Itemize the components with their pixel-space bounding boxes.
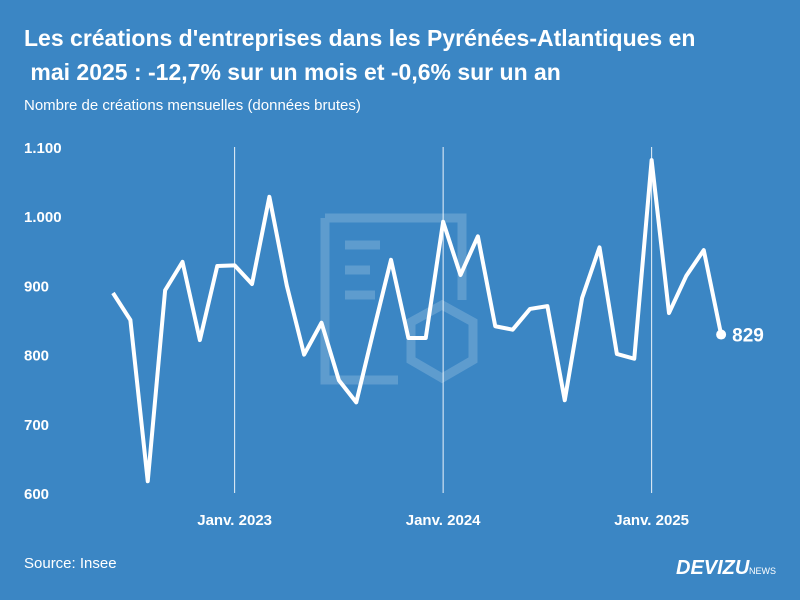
data-line bbox=[111, 158, 724, 484]
y-tick-label: 700 bbox=[24, 417, 49, 434]
y-tick-label: 1.100 bbox=[24, 140, 62, 157]
chart-title: Les créations d'entreprises dans les Pyr… bbox=[24, 25, 695, 85]
end-label: 829 bbox=[732, 326, 764, 347]
brand: DEVIZU bbox=[676, 557, 750, 579]
x-tick-label: Janv. 2024 bbox=[406, 512, 481, 529]
x-tick-label: Janv. 2023 bbox=[197, 512, 272, 529]
source: Source: Insee bbox=[24, 555, 117, 572]
chart-subtitle: Nombre de créations mensuelles (données … bbox=[24, 97, 361, 114]
y-tick-label: 900 bbox=[24, 278, 49, 295]
x-tick-label: Janv. 2025 bbox=[614, 512, 689, 529]
y-tick-label: 1.000 bbox=[24, 209, 62, 226]
y-tick-label: 600 bbox=[24, 486, 49, 503]
y-tick-label: 800 bbox=[24, 348, 49, 365]
brand-suffix: NEWS bbox=[749, 566, 776, 576]
end-point bbox=[716, 329, 727, 340]
